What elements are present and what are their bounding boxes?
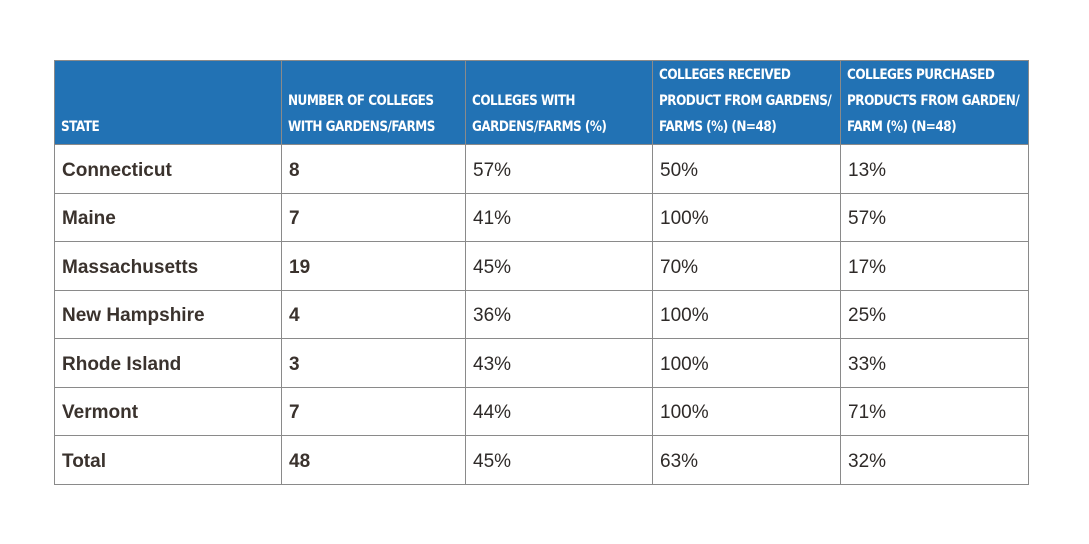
- header-colleges-with-gardens-pct: COLLEGES WITH GARDENS/FARMS (%): [465, 60, 653, 145]
- header-row: STATE NUMBER OF COLLEGES WITH GARDENS/FA…: [54, 60, 1029, 145]
- college-count-cell: 8: [281, 144, 466, 194]
- header-colleges-with-gardens-pct-label: COLLEGES WITH GARDENS/FARMS (%): [472, 93, 607, 135]
- table-header: STATE NUMBER OF COLLEGES WITH GARDENS/FA…: [54, 60, 1029, 145]
- table-row-total: Total 48 45% 63% 32%: [54, 435, 1029, 485]
- gardens-pct-cell: 43%: [465, 338, 653, 388]
- state-cell: New Hampshire: [54, 289, 282, 339]
- gardens-pct-cell: 44%: [465, 386, 653, 436]
- college-gardens-table: STATE NUMBER OF COLLEGES WITH GARDENS/FA…: [54, 60, 1029, 485]
- gardens-pct-cell: 57%: [465, 144, 653, 194]
- received-pct-cell: 63%: [652, 435, 841, 485]
- state-cell: Rhode Island: [54, 338, 282, 388]
- gardens-pct-cell: 45%: [465, 241, 653, 291]
- header-number-of-colleges-label: NUMBER OF COLLEGES WITH GARDENS/FARMS: [288, 93, 435, 135]
- purchased-pct-cell: 17%: [840, 241, 1029, 291]
- gardens-pct-cell: 45%: [465, 435, 653, 485]
- received-pct-cell: 100%: [652, 289, 841, 339]
- purchased-pct-cell: 25%: [840, 289, 1029, 339]
- purchased-pct-cell: 33%: [840, 338, 1029, 388]
- purchased-pct-cell: 32%: [840, 435, 1029, 485]
- table-row: Vermont 7 44% 100% 71%: [54, 386, 1029, 436]
- received-pct-cell: 50%: [652, 144, 841, 194]
- header-number-of-colleges: NUMBER OF COLLEGES WITH GARDENS/FARMS: [281, 60, 466, 145]
- college-count-cell: 19: [281, 241, 466, 291]
- state-cell: Massachusetts: [54, 241, 282, 291]
- received-pct-cell: 100%: [652, 338, 841, 388]
- table-row: Maine 7 41% 100% 57%: [54, 192, 1029, 242]
- gardens-pct-cell: 36%: [465, 289, 653, 339]
- table-body: Connecticut 8 57% 50% 13% Maine 7 41% 10…: [54, 144, 1029, 485]
- header-received-product-pct: COLLEGES RECEIVED PRODUCT FROM GARDENS/ …: [652, 60, 841, 145]
- state-cell: Maine: [54, 192, 282, 242]
- state-cell: Total: [54, 435, 282, 485]
- table-row: Massachusetts 19 45% 70% 17%: [54, 241, 1029, 291]
- received-pct-cell: 70%: [652, 241, 841, 291]
- college-count-cell: 7: [281, 386, 466, 436]
- table-row: Connecticut 8 57% 50% 13%: [54, 144, 1029, 194]
- state-cell: Vermont: [54, 386, 282, 436]
- state-cell: Connecticut: [54, 144, 282, 194]
- purchased-pct-cell: 71%: [840, 386, 1029, 436]
- college-count-cell: 7: [281, 192, 466, 242]
- header-received-product-pct-label: COLLEGES RECEIVED PRODUCT FROM GARDENS/ …: [659, 67, 832, 135]
- table-row: Rhode Island 3 43% 100% 33%: [54, 338, 1029, 388]
- header-purchased-products-pct: COLLEGES PURCHASED PRODUCTS FROM GARDEN/…: [840, 60, 1029, 145]
- header-state-label: STATE: [61, 119, 100, 135]
- college-count-cell: 4: [281, 289, 466, 339]
- table-row: New Hampshire 4 36% 100% 25%: [54, 289, 1029, 339]
- received-pct-cell: 100%: [652, 192, 841, 242]
- received-pct-cell: 100%: [652, 386, 841, 436]
- purchased-pct-cell: 13%: [840, 144, 1029, 194]
- college-count-cell: 3: [281, 338, 466, 388]
- header-purchased-products-pct-label: COLLEGES PURCHASED PRODUCTS FROM GARDEN/…: [847, 67, 1020, 135]
- college-count-cell: 48: [281, 435, 466, 485]
- header-state: STATE: [54, 60, 282, 145]
- gardens-pct-cell: 41%: [465, 192, 653, 242]
- purchased-pct-cell: 57%: [840, 192, 1029, 242]
